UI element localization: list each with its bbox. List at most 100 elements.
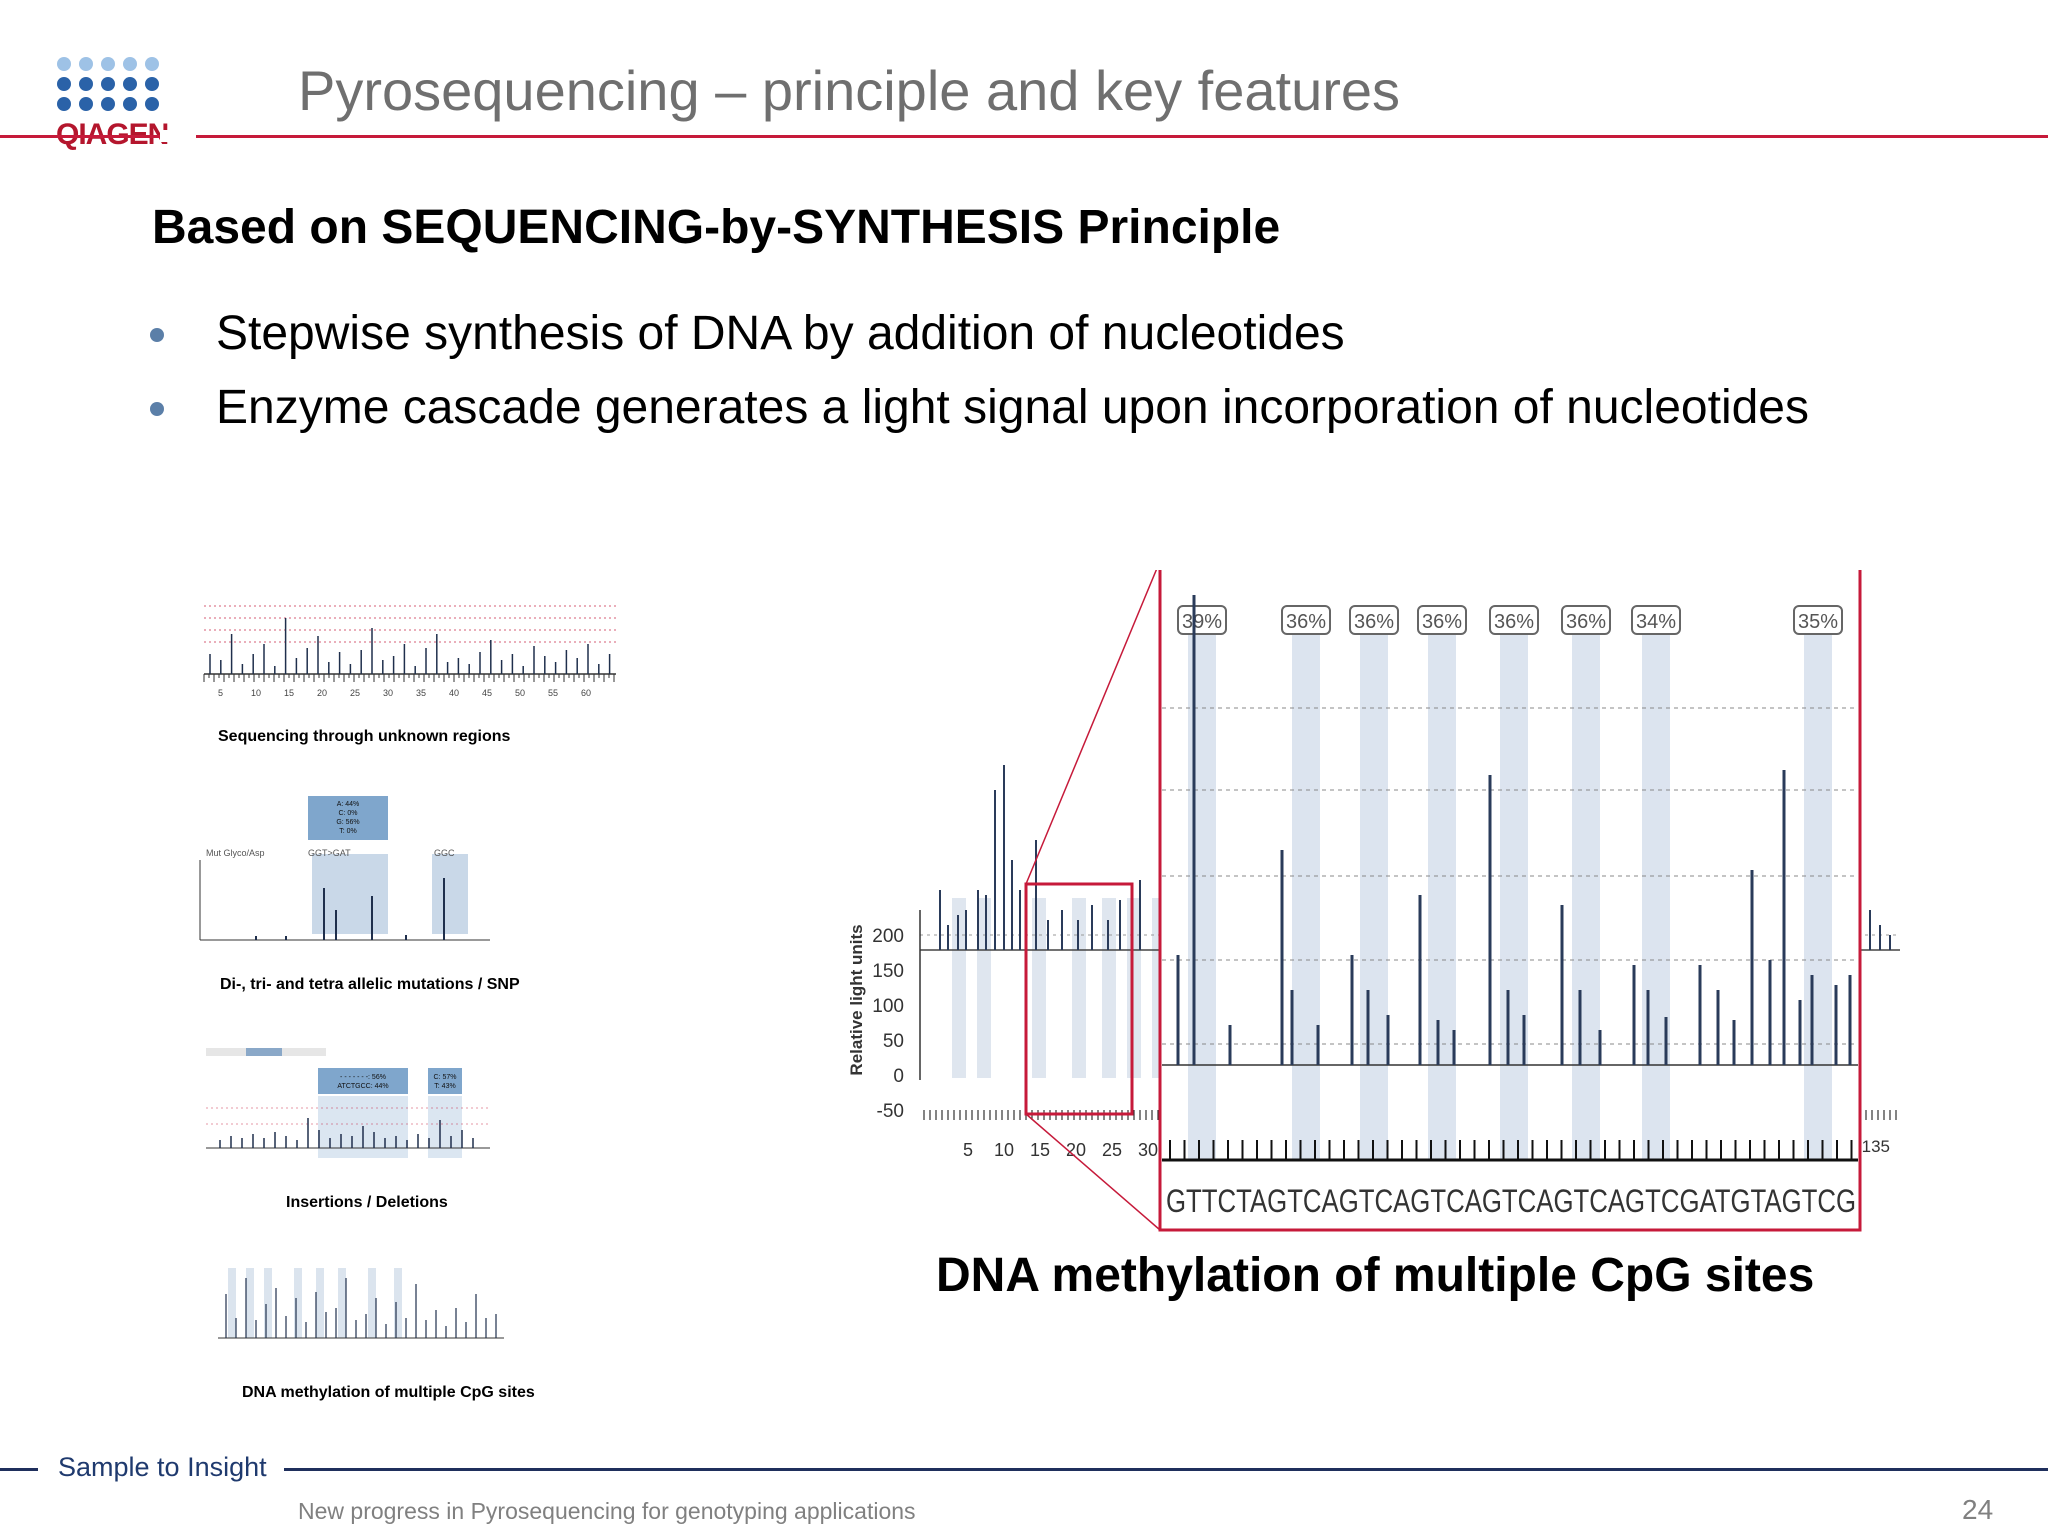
percent-badge — [1561, 605, 1611, 635]
x-tick-label: 5 — [963, 1140, 973, 1160]
cpg-band — [1572, 630, 1600, 1160]
percent-badge — [1349, 605, 1399, 635]
cpg-band — [1642, 630, 1670, 1160]
percent-label: 36% — [1494, 611, 1534, 633]
x-tick-label: 30 — [383, 688, 393, 698]
header-rule — [0, 135, 2048, 138]
percent-label: 36% — [1286, 611, 1326, 633]
zoom-source-box — [1024, 882, 1134, 1116]
percent-label: 39% — [1182, 611, 1222, 633]
percent-label: 36% — [1566, 611, 1606, 633]
svg-text:G: 56%: G: 56% — [336, 819, 359, 826]
x-tick-label: 50 — [515, 688, 525, 698]
percent-badge — [1631, 605, 1681, 635]
x-tick-label: 25 — [350, 688, 360, 698]
y-tick-label: 50 — [883, 1031, 904, 1052]
percent-badge — [1177, 605, 1227, 635]
x-tick-label: 60 — [581, 688, 591, 698]
x-tick-label: 25 — [1102, 1140, 1122, 1160]
pyrogram-caption: DNA methylation of multiple CpG sites — [936, 1249, 1815, 1302]
percent-badge — [1417, 605, 1467, 635]
thumbnail-caption: DNA methylation of multiple CpG sites — [242, 1384, 535, 1401]
cpg-band — [1127, 898, 1141, 1078]
x-tick-label: 15 — [1030, 1140, 1050, 1160]
percent-label: 36% — [1422, 611, 1462, 633]
svg-text:ATCTGCC: 44%: ATCTGCC: 44% — [337, 1083, 388, 1090]
pyrogram-chart: 200 150 100 50 0 -50 Relative light units 5 10… — [847, 570, 1900, 1232]
bullet-dot-icon — [150, 328, 164, 342]
y-tick-label: 100 — [872, 996, 904, 1017]
x-tick-label: 20 — [1066, 1140, 1086, 1160]
section-subtitle: Based on SEQUENCING-by-SYNTHESIS Princip… — [152, 201, 1281, 254]
snp-thumbnail: A: 44% C: 0% G: 56% T: 0% Mut Glyco/Asp … — [199, 796, 490, 941]
cpg-band — [394, 1268, 402, 1338]
cpg-band — [1360, 630, 1388, 1160]
svg-text:C: 57%: C: 57% — [434, 1074, 457, 1081]
percent-label: 35% — [1798, 611, 1838, 633]
svg-text:C: 0%: C: 0% — [338, 810, 357, 817]
dna-sequence: GTTCTAGTCAGTCAGTCAGTCAGTCAGTCGATGTAGTCG — [1166, 1183, 1856, 1219]
bullet-dot-icon — [150, 402, 164, 416]
svg-text:T: 0%: T: 0% — [339, 828, 357, 835]
cpg-band — [338, 1268, 346, 1338]
y-tick-label: 150 — [872, 961, 904, 982]
bullet-item: Enzyme cascade generates a light signal … — [148, 378, 1809, 452]
footer-text: New progress in Pyrosequencing for genot… — [298, 1498, 916, 1524]
cpg-band — [316, 1268, 324, 1338]
svg-text:Mut Glyco/Asp: Mut Glyco/Asp — [206, 848, 265, 858]
cpg-band — [952, 898, 966, 1078]
cpg-band — [1500, 630, 1528, 1160]
thumbnail-caption: Sequencing through unknown regions — [218, 728, 511, 745]
cpg-band — [1032, 898, 1046, 1078]
footer-rule — [0, 1468, 2048, 1471]
cpg-band — [1292, 630, 1320, 1160]
y-tick-label: 200 — [872, 926, 904, 947]
svg-text:T: 43%: T: 43% — [434, 1083, 455, 1090]
cpg-band — [246, 1268, 254, 1338]
cpg-band — [1072, 898, 1086, 1078]
cpg-band — [1804, 630, 1832, 1160]
percent-badge — [1489, 605, 1539, 635]
x-tick-label: 40 — [449, 688, 459, 698]
logo-wordmark: QIAGEN — [56, 118, 169, 151]
x-tick-label: 10 — [994, 1140, 1014, 1160]
svg-text:GGC: GGC — [434, 848, 455, 858]
cpg-band — [228, 1268, 236, 1338]
x-tick-label: 35 — [416, 688, 426, 698]
x-tick-label: 5 — [218, 688, 223, 698]
bullet-item: Stepwise synthesis of DNA by addition of… — [148, 304, 1809, 378]
cpg-band — [977, 898, 991, 1078]
svg-text:A: 44%: A: 44% — [337, 801, 360, 808]
cpg-band — [1428, 630, 1456, 1160]
page-number: 24 — [1962, 1494, 1994, 1525]
x-tick-label: 45 — [482, 688, 492, 698]
x-tick-label: 10 — [251, 688, 261, 698]
methylation-thumbnail — [218, 1268, 504, 1339]
cpg-band — [1102, 898, 1116, 1078]
cpg-band — [368, 1268, 376, 1338]
cpg-band — [294, 1268, 302, 1338]
svg-text:- - - - - - -: 56%: - - - - - - -: 56% — [340, 1074, 386, 1081]
x-tick-label: 135 — [1862, 1137, 1890, 1156]
thumbnail-caption: Di-, tri- and tetra allelic mutations / … — [220, 976, 520, 993]
cpg-band — [264, 1268, 272, 1338]
indel-thumbnail: - - - - - - -: 56% ATCTGCC: 44% C: 57% T… — [206, 1048, 490, 1158]
qiagen-logo-icon — [57, 57, 159, 111]
sequencing-thumbnail: 5 10 15 20 25 30 35 40 45 50 55 60 — [203, 605, 616, 698]
x-tick-label: 15 — [284, 688, 294, 698]
page-title: Pyrosequencing – principle and key featu… — [298, 59, 1401, 122]
bullet-list: Stepwise synthesis of DNA by addition of… — [148, 304, 1809, 452]
percent-label: 34% — [1636, 611, 1676, 633]
x-tick-label: 30 — [1138, 1140, 1158, 1160]
x-tick-label: 20 — [317, 688, 327, 698]
y-tick-label: -50 — [877, 1101, 904, 1122]
x-tick-label: 55 — [548, 688, 558, 698]
y-tick-label: 0 — [893, 1066, 904, 1087]
y-axis-label: Relative light units — [847, 924, 866, 1075]
thumbnail-caption: Insertions / Deletions — [286, 1194, 448, 1211]
percent-label: 36% — [1354, 611, 1394, 633]
footer-brand: Sample to Insight — [58, 1452, 267, 1482]
cpg-band — [1188, 630, 1216, 1160]
percent-badge — [1793, 605, 1843, 635]
svg-text:GGT>GAT: GGT>GAT — [308, 848, 351, 858]
